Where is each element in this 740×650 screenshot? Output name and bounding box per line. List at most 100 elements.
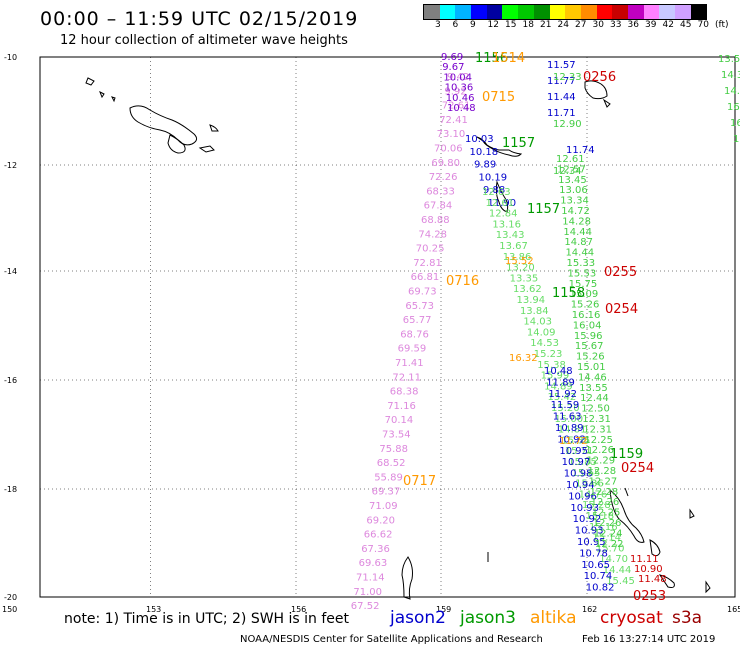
- track-pink-value-28: 55.89: [374, 472, 403, 483]
- coastline-1: [99, 90, 116, 103]
- legend-jason2: jason2: [390, 608, 446, 628]
- track-pink-value-23: 71.16: [387, 401, 416, 412]
- track-blue3-value-12: 10.93: [570, 503, 599, 514]
- color-legend-labels: 3 6 9 12 15 18 21 24 27 30 33 36 39 42 45 70 (ft): [423, 20, 740, 32]
- track-purple-value-1: 9.67: [442, 62, 464, 73]
- track-green2-value-34: 14.70: [599, 554, 628, 565]
- lat-label-3: -16: [4, 376, 17, 385]
- track-green2-value-25: 15.85: [568, 457, 597, 468]
- track-green2-value-21: 15.00: [554, 414, 583, 425]
- track-blue3-value-6: 10.92: [557, 434, 586, 445]
- footnote: note: 1) Time is in UTC; 2) SWH is in fe…: [64, 611, 350, 627]
- track-pink-value-8: 68.33: [426, 186, 455, 197]
- track-blue2-value-3: 10.19: [479, 172, 508, 183]
- track-green_edge-value-0: 13.55: [718, 54, 740, 65]
- legend-swatch-9: [565, 5, 581, 19]
- track-green2-value-24: 15.71: [565, 446, 594, 457]
- track-green2-value-19: 15.42: [548, 392, 577, 403]
- track-green2-value-20: 15.20: [551, 403, 580, 414]
- track-green2-value-36: 15.45: [606, 576, 635, 587]
- track-purple-value-5: 10.48: [447, 103, 476, 114]
- track-green2-value-15: 15.23: [534, 349, 563, 360]
- track-green2-value-13: 14.09: [527, 327, 556, 338]
- track-green2-value-8: 13.35: [510, 273, 539, 284]
- track-green_edge-value-2: 14.7: [724, 86, 740, 97]
- track-green2-value-11: 13.84: [520, 306, 549, 317]
- track-green_right-value-26: 12.31: [583, 424, 612, 435]
- track-pink-value-5: 70.06: [434, 144, 463, 155]
- track-pink-value-36: 71.00: [353, 587, 382, 598]
- track-green2-value-33: 15.70: [596, 543, 625, 554]
- track-green_right-value-4: 13.34: [560, 196, 589, 207]
- legend-swatch-4: [486, 5, 503, 19]
- lat-label-1: -12: [4, 161, 17, 170]
- track-orange-value-1: 16.32: [509, 353, 538, 364]
- track-green_edge-value-1: 14.3: [721, 70, 740, 81]
- lon-label-1: 153: [146, 605, 161, 614]
- track-blue2-value-1: 10.18: [470, 147, 499, 158]
- time-label-6: 0255: [604, 265, 637, 280]
- track-blue3-value-11: 10.96: [568, 491, 597, 502]
- track-green2-value-5: 13.67: [499, 241, 528, 252]
- track-green_right-value-2: 13.45: [558, 175, 587, 186]
- legend-label-10: 33: [610, 20, 622, 30]
- legend-swatch-17: [690, 5, 707, 19]
- track-green_right-value-30: 12.28: [588, 466, 617, 477]
- track-green2-value-7: 13.20: [506, 263, 535, 274]
- time-label-10: 1159: [610, 447, 643, 462]
- track-pink-value-0: 9.42: [447, 72, 469, 83]
- lon-label-0: 150: [2, 605, 17, 614]
- track-blue3-value-17: 10.65: [581, 560, 610, 571]
- track-pink-value-35: 71.14: [356, 573, 385, 584]
- legend-swatch-10: [580, 5, 597, 19]
- time-label-5: 1157: [527, 202, 560, 217]
- track-green2-value-22: 14.81: [558, 425, 587, 436]
- legend-swatch-5: [502, 5, 519, 19]
- track-blue_top-value-0: 11.57: [547, 60, 576, 71]
- legend-label-15: 70: [697, 20, 709, 30]
- track-purple-value-3: 10.36: [445, 83, 474, 94]
- track-green2-value-0: 12.63: [482, 187, 511, 198]
- track-pink-value-34: 69.63: [359, 558, 388, 569]
- legend-label-9: 30: [592, 20, 604, 30]
- track-pink-value-16: 65.73: [405, 301, 434, 312]
- track-green_right-value-3: 13.06: [559, 185, 588, 196]
- track-blue_top-value-3: 11.71: [547, 108, 576, 119]
- track-blue_mid-value-0: 11.74: [566, 145, 595, 156]
- legend-swatch-15: [659, 5, 675, 19]
- track-green_right-value-12: 15.75: [569, 279, 598, 290]
- track-green2-value-18: 14.89: [544, 381, 573, 392]
- track-blue3-value-5: 10.89: [555, 423, 584, 434]
- time-label-11: 0254: [621, 461, 654, 476]
- track-green_right-value-34: 12.25: [592, 508, 621, 519]
- legend-s3a: s3a: [672, 608, 703, 628]
- legend-swatch-1: [439, 5, 456, 19]
- track-green_right-value-33: 12.26: [591, 497, 620, 508]
- track-green_right-value-14: 15.26: [571, 300, 600, 311]
- track-pink-value-2: 72.61: [442, 101, 471, 112]
- track-green_right-value-6: 14.28: [562, 216, 591, 227]
- track-pink-value-17: 65.77: [403, 315, 432, 326]
- track-green_right-value-37: 12.22: [595, 539, 624, 550]
- track-green2-value-27: 15.36: [575, 479, 604, 490]
- track-pink-value-25: 73.54: [382, 430, 411, 441]
- track-blue3-value-2: 11.92: [548, 389, 577, 400]
- track-blue3-value-9: 10.98: [564, 469, 593, 480]
- coastline-0: [85, 77, 95, 86]
- track-pink-value-31: 69.20: [366, 515, 395, 526]
- color-legend: [423, 4, 708, 20]
- lon-label-4: 162: [582, 605, 597, 614]
- track-green2-value-6: 13.86: [503, 252, 532, 263]
- track-green_right-value-5: 14.72: [561, 206, 590, 217]
- track-blue3-value-19: 10.82: [586, 583, 615, 594]
- track-pink-value-1: 9.92: [444, 86, 466, 97]
- track-green_right-value-0: 12.61: [556, 154, 585, 165]
- track-green_right-value-10: 15.33: [567, 258, 596, 269]
- legend-label-5: 18: [522, 20, 534, 30]
- lat-label-0: -10: [4, 53, 17, 62]
- track-green_right-value-18: 15.67: [575, 341, 604, 352]
- track-blue3-value-7: 10.95: [559, 446, 588, 457]
- track-green_right-value-25: 12.31: [582, 414, 611, 425]
- time-label-12: 0717: [403, 474, 436, 489]
